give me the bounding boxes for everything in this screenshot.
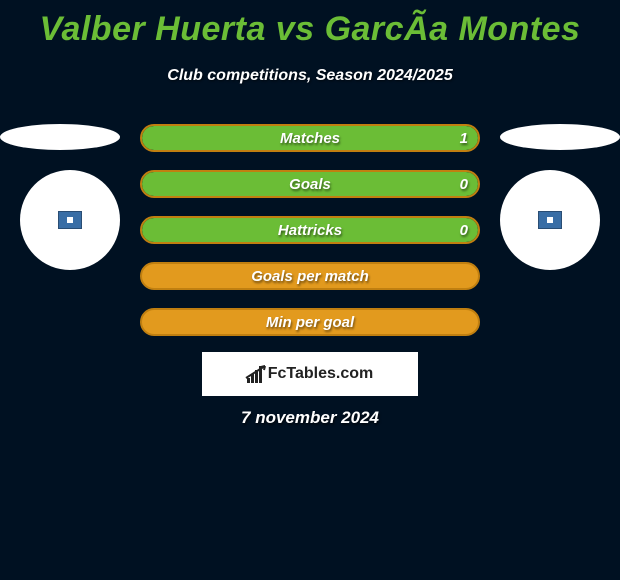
stat-label: Matches	[142, 126, 478, 150]
stat-value-right: 1	[460, 126, 468, 150]
club-right-badge	[500, 170, 600, 270]
stat-label: Goals	[142, 172, 478, 196]
stat-row: Goals0	[140, 170, 480, 198]
stat-row: Goals per match	[140, 262, 480, 290]
stat-value-right: 0	[460, 172, 468, 196]
stat-row: Matches1	[140, 124, 480, 152]
club-left-icon-dot	[67, 217, 73, 223]
club-right-icon	[538, 211, 562, 229]
stat-row: Min per goal	[140, 308, 480, 336]
stat-row: Hattricks0	[140, 216, 480, 244]
club-left-badge	[20, 170, 120, 270]
stat-label: Min per goal	[142, 310, 478, 334]
subtitle: Club competitions, Season 2024/2025	[0, 67, 620, 85]
player-right-ellipse	[500, 124, 620, 150]
stat-label: Goals per match	[142, 264, 478, 288]
stat-label: Hattricks	[142, 218, 478, 242]
date-label: 7 november 2024	[0, 408, 620, 428]
club-left-icon	[58, 211, 82, 229]
stats-container: Matches1Goals0Hattricks0Goals per matchM…	[140, 124, 480, 354]
page-title: Valber Huerta vs GarcÃ­a Montes	[0, 0, 620, 49]
attribution: FcTables.com	[202, 352, 418, 396]
player-left-ellipse	[0, 124, 120, 150]
attribution-text: FcTables.com	[268, 365, 374, 383]
club-right-icon-dot	[547, 217, 553, 223]
chart-icon	[247, 365, 262, 383]
stat-value-right: 0	[460, 218, 468, 242]
